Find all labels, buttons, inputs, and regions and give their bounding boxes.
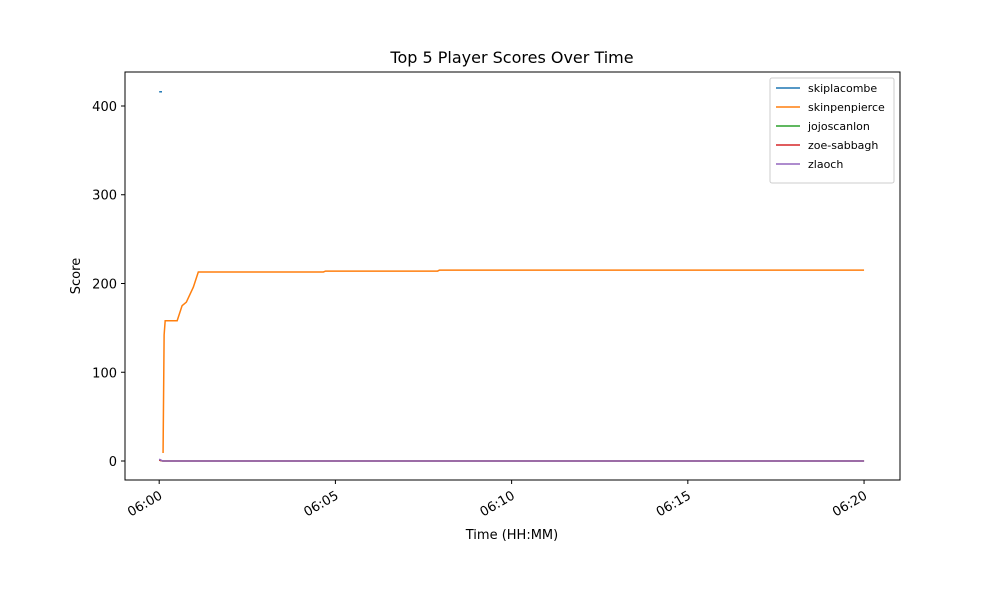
- line: [158, 458, 865, 462]
- y-tick-label: 300: [92, 189, 117, 204]
- y-tick-label: 400: [92, 100, 117, 115]
- legend-label: skinpenpierce: [808, 101, 885, 114]
- legend-label: zoe-sabbagh: [808, 139, 878, 152]
- y-tick-label: 200: [92, 277, 117, 292]
- line: [162, 269, 865, 454]
- legend-box: [769, 77, 895, 184]
- y-tick-label: 100: [92, 366, 117, 381]
- x-axis-label: Time (HH:MM): [465, 528, 558, 543]
- legend-label: jojoscanlon: [807, 120, 870, 133]
- legend-label: skiplacombe: [808, 82, 877, 95]
- chart-title: Top 5 Player Scores Over Time: [389, 48, 633, 67]
- y-axis-label: Score: [69, 258, 84, 294]
- y-tick-label: 0: [109, 455, 117, 470]
- plot-frame: [124, 71, 901, 481]
- legend-label: zlaoch: [808, 158, 843, 171]
